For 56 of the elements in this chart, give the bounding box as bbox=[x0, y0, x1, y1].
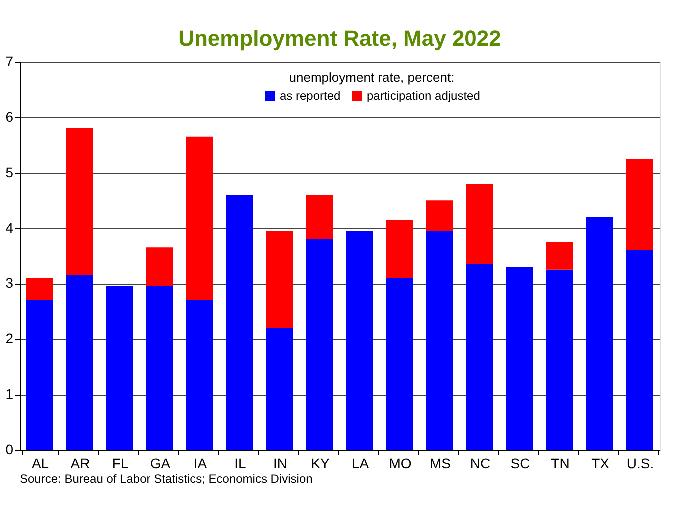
bar bbox=[626, 159, 654, 250]
x-tick-label: FL bbox=[112, 456, 129, 472]
x-tick-label: MO bbox=[389, 456, 412, 472]
y-tick-label: 3 bbox=[6, 275, 14, 292]
x-tick-label: AR bbox=[70, 456, 90, 472]
x-tick-label: SC bbox=[510, 456, 530, 472]
y-tick-label: 5 bbox=[6, 164, 14, 180]
source-note: Source: Bureau of Labor Statistics; Economics Division bbox=[20, 472, 313, 486]
bar bbox=[186, 300, 214, 450]
x-tick-label: AL bbox=[32, 456, 50, 472]
bar bbox=[506, 267, 534, 450]
bar bbox=[306, 239, 334, 450]
bar bbox=[66, 275, 94, 450]
x-tick-label: IL bbox=[234, 456, 247, 472]
legend-label: participation adjusted bbox=[367, 89, 480, 103]
bar bbox=[546, 242, 574, 270]
bar bbox=[426, 231, 454, 450]
x-tick-label: LA bbox=[352, 456, 370, 472]
x-tick-label: IN bbox=[274, 456, 288, 472]
bar bbox=[186, 136, 214, 300]
x-tick-label: KY bbox=[311, 456, 330, 472]
bar bbox=[386, 278, 414, 450]
bar bbox=[266, 328, 294, 450]
bar bbox=[466, 184, 494, 264]
x-tick-label: TX bbox=[592, 456, 610, 472]
bar bbox=[146, 248, 174, 286]
bar bbox=[66, 128, 94, 276]
bar bbox=[346, 231, 374, 450]
y-tick-label: 6 bbox=[6, 108, 14, 125]
bar bbox=[306, 195, 334, 240]
bar bbox=[106, 286, 134, 450]
y-tick-label: 4 bbox=[6, 220, 14, 236]
bar bbox=[586, 217, 614, 450]
bar bbox=[386, 220, 414, 278]
chart-title: Unemployment Rate, May 2022 bbox=[178, 26, 502, 51]
y-tick-label: 2 bbox=[6, 330, 14, 347]
bar bbox=[26, 278, 54, 300]
bar bbox=[266, 231, 294, 328]
y-tick-label: 0 bbox=[6, 442, 14, 458]
x-tick-label: U.S. bbox=[626, 456, 654, 472]
bar bbox=[26, 300, 54, 450]
x-tick-label: MS bbox=[430, 456, 451, 472]
bar bbox=[146, 286, 174, 450]
x-tick-label: IA bbox=[194, 456, 208, 472]
x-tick-label: GA bbox=[150, 456, 172, 472]
x-tick-label: TN bbox=[551, 456, 570, 472]
bar bbox=[626, 250, 654, 450]
y-tick-label: 1 bbox=[6, 386, 14, 402]
y-tick-label: 7 bbox=[6, 54, 14, 70]
x-tick-label: NC bbox=[470, 456, 491, 472]
legend-title: unemployment rate, percent: bbox=[289, 70, 455, 85]
legend-label: as reported bbox=[280, 89, 341, 103]
bar bbox=[466, 264, 494, 450]
bar bbox=[546, 270, 574, 450]
bar bbox=[226, 195, 254, 450]
bar bbox=[426, 200, 454, 232]
